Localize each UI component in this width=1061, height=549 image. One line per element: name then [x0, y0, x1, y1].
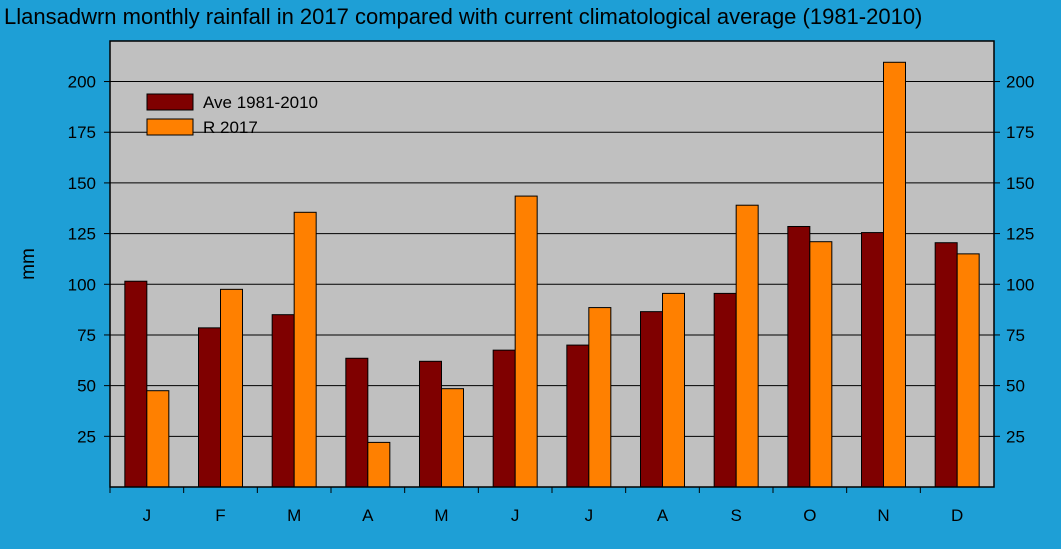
x-tick-label: M [287, 506, 301, 525]
legend-label-r2017: R 2017 [203, 118, 258, 137]
x-tick-label: N [877, 506, 889, 525]
bar-ave-1 [198, 327, 221, 488]
bar-ave-7 [640, 311, 663, 488]
y-tick-label-right: 200 [1006, 73, 1034, 92]
bar-r2017-10 [883, 61, 906, 488]
plot-border [109, 40, 995, 488]
bar-ave-9 [787, 225, 811, 488]
x-tick-label: J [143, 506, 152, 525]
y-tick-label-right: 25 [1006, 427, 1025, 446]
bar-r2017-11 [956, 253, 980, 488]
x-tick-label: M [434, 506, 448, 525]
x-tick-label: O [803, 506, 816, 525]
legend-swatch-ave [146, 93, 194, 111]
bar-ave-8 [713, 292, 737, 488]
bar-ave-0 [124, 280, 148, 488]
plot-area [110, 41, 994, 487]
y-tick-label-right: 100 [1006, 275, 1034, 294]
y-tick-label-right: 50 [1006, 377, 1025, 396]
x-tick-label: J [585, 506, 594, 525]
bar-r2017-2 [293, 211, 317, 488]
legend-swatch-r2017 [146, 118, 194, 136]
y-tick-label-left: 125 [68, 225, 96, 244]
y-tick-label-right: 75 [1006, 326, 1025, 345]
y-tick-label-left: 25 [77, 427, 96, 446]
bar-r2017-9 [809, 241, 833, 488]
legend-label-ave: Ave 1981-2010 [203, 93, 318, 112]
bar-r2017-3 [367, 441, 391, 488]
bar-ave-2 [271, 314, 295, 488]
bar-r2017-5 [514, 195, 538, 488]
x-tick-label: F [215, 506, 225, 525]
y-axis-label: mm [18, 248, 39, 280]
y-tick-label-right: 150 [1006, 174, 1034, 193]
y-tick-label-left: 100 [68, 275, 96, 294]
bar-r2017-0 [146, 390, 170, 488]
y-tick-label-left: 175 [68, 123, 96, 142]
x-tick-label: S [730, 506, 741, 525]
bar-ave-6 [566, 344, 590, 488]
bar-r2017-4 [441, 388, 464, 488]
y-tick-label-right: 125 [1006, 225, 1034, 244]
chart-title: Llansadwrn monthly rainfall in 2017 comp… [4, 4, 923, 29]
bar-r2017-7 [662, 292, 685, 488]
x-tick-label: A [362, 506, 374, 525]
bar-r2017-8 [735, 204, 759, 488]
bar-ave-5 [492, 349, 516, 488]
y-tick-label-left: 75 [77, 326, 96, 345]
bar-ave-3 [345, 357, 369, 488]
x-tick-label: D [951, 506, 963, 525]
bar-r2017-6 [588, 307, 612, 488]
bar-ave-10 [861, 232, 884, 488]
x-tick-label: A [657, 506, 669, 525]
x-tick-label: J [511, 506, 520, 525]
y-tick-label-left: 200 [68, 73, 96, 92]
y-tick-label-left: 150 [68, 174, 96, 193]
y-tick-label-left: 50 [77, 377, 96, 396]
y-tick-label-right: 175 [1006, 123, 1034, 142]
bar-ave-4 [419, 360, 442, 488]
bar-r2017-1 [220, 288, 243, 488]
bar-ave-11 [934, 242, 958, 488]
